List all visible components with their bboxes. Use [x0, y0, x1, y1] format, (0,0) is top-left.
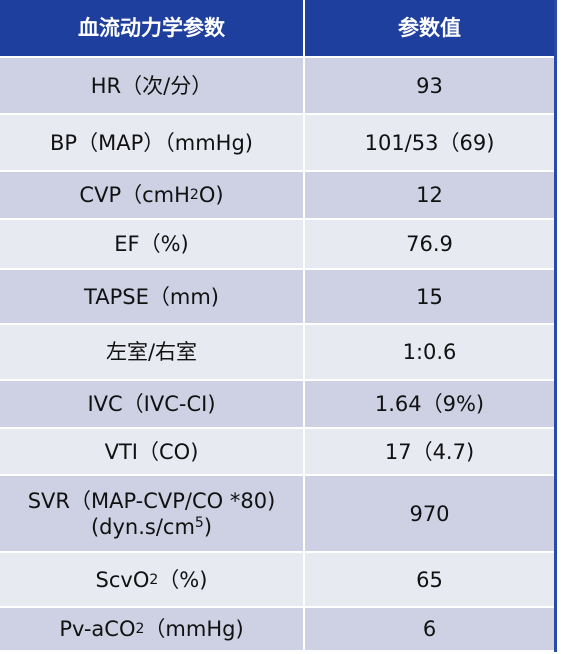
table-row: SVR（MAP-CVP/CO *80) (dyn.s/cm5) 970	[0, 476, 554, 553]
param-cell: IVC（IVC-CI)	[0, 381, 305, 427]
table-row: BP（MAP）（mmHg) 101/53（69)	[0, 115, 554, 172]
param-cell: TAPSE（mm)	[0, 270, 305, 323]
param-cell: BP（MAP）（mmHg)	[0, 115, 305, 170]
table-row: TAPSE（mm) 15	[0, 270, 554, 325]
param-cell: HR（次/分）	[0, 58, 305, 113]
value-cell: 93	[305, 58, 554, 113]
value-cell: 1.64（9%)	[305, 381, 554, 427]
param-cell: 左室/右室	[0, 325, 305, 379]
value-cell: 1:0.6	[305, 325, 554, 379]
table-row: VTI（CO) 17（4.7)	[0, 429, 554, 476]
table-header-row: 血流动力学参数 参数值	[0, 0, 554, 58]
value-cell: 12	[305, 172, 554, 218]
param-line-1: SVR（MAP-CVP/CO *80)	[27, 488, 276, 513]
param-cell: EF（%)	[0, 220, 305, 268]
header-value: 参数值	[305, 0, 554, 56]
table-row: 左室/右室 1:0.6	[0, 325, 554, 381]
table-row: IVC（IVC-CI) 1.64（9%)	[0, 381, 554, 429]
table-row: EF（%) 76.9	[0, 220, 554, 270]
table-row: Pv-aCO 2 （mmHg) 6	[0, 608, 554, 652]
param-cell: CVP（cmH 2 O)	[0, 172, 305, 218]
param-cell: ScvO 2 （%)	[0, 553, 305, 606]
value-cell: 17（4.7)	[305, 429, 554, 474]
value-cell: 15	[305, 270, 554, 323]
value-cell: 6	[305, 608, 554, 650]
value-cell: 65	[305, 553, 554, 606]
header-param: 血流动力学参数	[0, 0, 305, 56]
param-cell: VTI（CO)	[0, 429, 305, 474]
param-cell: SVR（MAP-CVP/CO *80) (dyn.s/cm5)	[0, 476, 305, 551]
param-line-2: (dyn.s/cm5)	[90, 514, 213, 539]
table-row: CVP（cmH 2 O) 12	[0, 172, 554, 220]
value-cell: 76.9	[305, 220, 554, 268]
param-cell: Pv-aCO 2 （mmHg)	[0, 608, 305, 650]
value-cell: 101/53（69)	[305, 115, 554, 170]
value-cell: 970	[305, 476, 554, 551]
table-row: ScvO 2 （%) 65	[0, 553, 554, 608]
table-row: HR（次/分） 93	[0, 58, 554, 115]
